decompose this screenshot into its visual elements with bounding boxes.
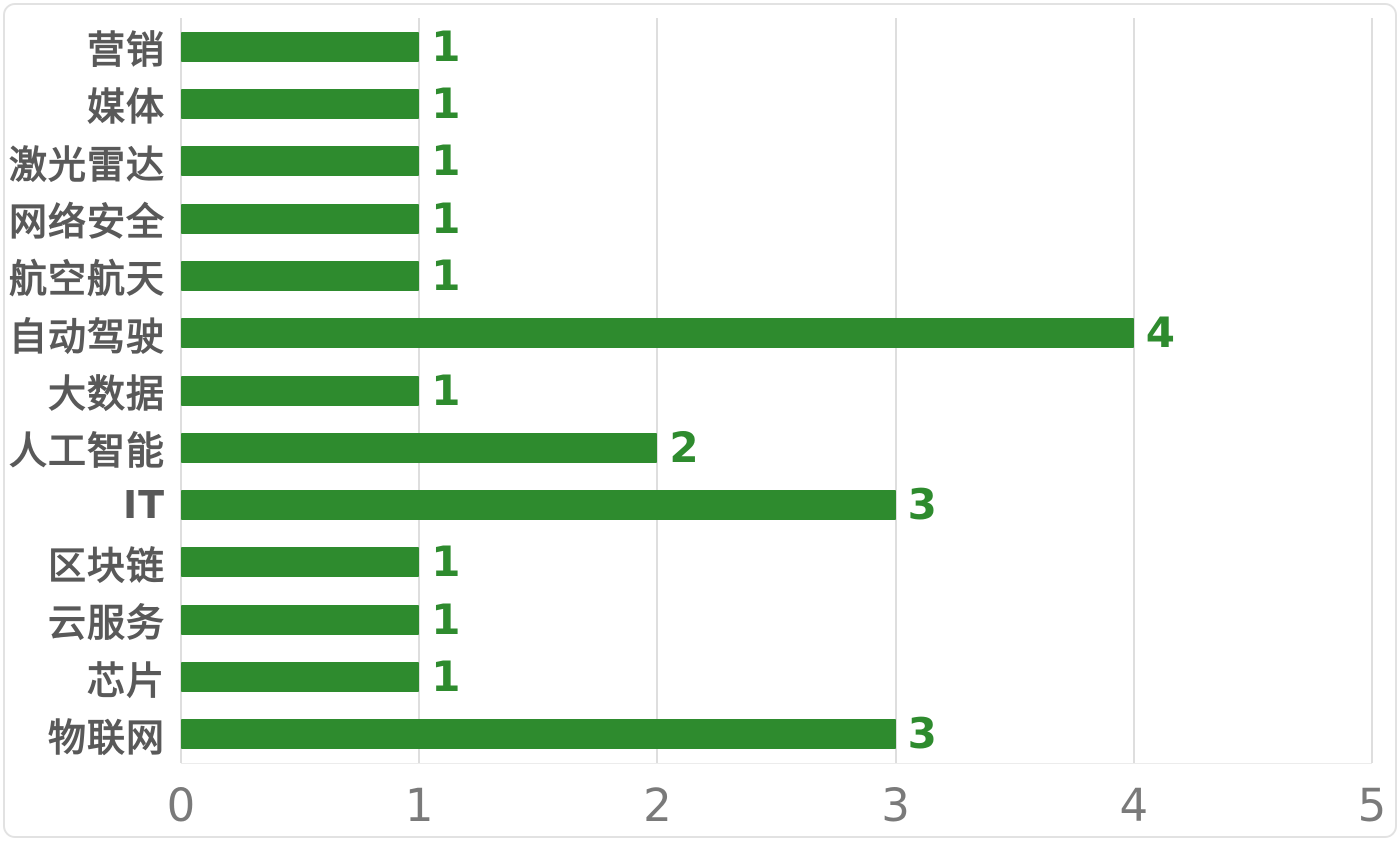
value-label: 1 [431,250,461,300]
value-label: 3 [907,709,937,759]
value-label: 1 [431,365,461,415]
x-tick-label: 1 [404,779,434,832]
bar [181,662,420,693]
bar [181,260,420,291]
value-label: 1 [431,193,461,243]
x-tick-label: 5 [1357,779,1387,832]
bar-row: 芯片 1 [0,648,1372,705]
bar-row: 自动驾驶 4 [0,305,1372,362]
bar-row: 区块链 1 [0,534,1372,591]
bar-track: 2 [181,419,1372,476]
bar-row: 媒体 1 [0,75,1372,132]
bar [181,31,420,62]
x-axis-ticks: 0 1 2 3 4 5 [167,778,1387,834]
category-label: 芯片 [86,658,165,703]
value-label: 4 [1145,308,1176,358]
bar [181,318,1134,349]
category-label: 自动驾驶 [8,314,165,359]
bar [181,604,420,635]
category-label: 媒体 [86,85,165,130]
category-label: 物联网 [47,715,165,760]
gridline [656,18,659,763]
bar-track: 1 [181,362,1372,419]
bar-track: 1 [181,247,1372,304]
category-label: 网络安全 [8,200,165,245]
category-label: 云服务 [47,601,165,646]
value-label: 1 [431,594,461,644]
bar-track: 1 [181,534,1372,591]
bar-track: 4 [181,305,1372,362]
value-label: 1 [431,537,461,587]
bar [181,719,896,750]
bar-row: 人工智能 2 [0,419,1372,476]
category-label: 人工智能 [8,429,165,474]
value-label: 2 [669,422,699,472]
bar-track: 1 [181,591,1372,648]
gridline [1371,18,1373,763]
category-label: 区块链 [47,543,165,588]
bar-row: IT 3 [0,477,1372,534]
x-tick-label: 0 [166,779,196,832]
value-label: 1 [431,21,461,71]
bar-track: 3 [181,477,1372,534]
bar-row: 云服务 1 [0,591,1372,648]
x-axis-line [181,763,1372,764]
gridline [418,18,421,763]
bar-row: 物联网 3 [0,706,1372,763]
category-label: 激光雷达 [8,142,165,187]
bar [181,490,896,521]
bar-row: 营销 1 [0,18,1372,75]
bar [181,375,420,406]
value-label: 1 [431,136,461,186]
bar [181,88,420,119]
bar [181,146,420,177]
bar-track: 1 [181,18,1372,75]
x-tick-label: 4 [1119,779,1149,832]
value-label: 1 [431,652,461,702]
bar-row: 激光雷达 1 [0,133,1372,190]
category-label: IT [122,483,165,528]
x-tick-label: 3 [881,779,910,832]
category-label: 航空航天 [8,257,165,302]
bar-track: 3 [181,706,1372,763]
value-label: 3 [907,480,937,530]
category-label: 营销 [86,28,165,73]
gridline [894,18,897,763]
bar-track: 1 [181,648,1372,705]
plot-area: 营销 1 媒体 1 激光雷达 1 网络安全 1 航空航天 1 自动驾驶 4 大数据 1 人工智能 2 IT 3 区块… [0,18,1372,763]
bar [181,547,420,578]
bar-row: 航空航天 1 [0,247,1372,304]
bar-track: 1 [181,133,1372,190]
bar-row: 大数据 1 [0,362,1372,419]
x-tick-label: 2 [643,779,672,832]
bar-track: 1 [181,190,1372,247]
gridline [1132,18,1135,763]
bar-row: 网络安全 1 [0,190,1372,247]
bar-track: 1 [181,75,1372,132]
bar [181,203,420,234]
category-label: 大数据 [47,372,165,417]
value-label: 1 [431,78,461,128]
bar [181,432,658,463]
